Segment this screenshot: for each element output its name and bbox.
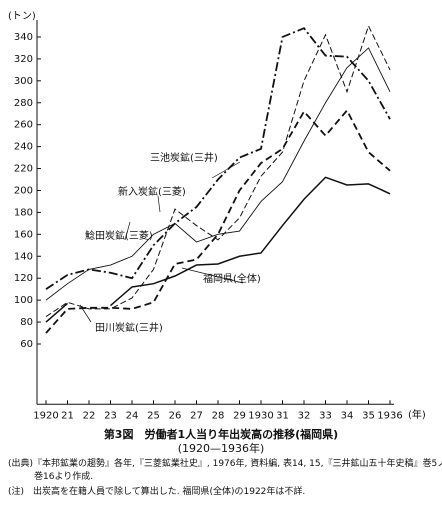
y-tick-label: 100 [14, 295, 33, 306]
label-pointer [211, 161, 241, 179]
series-line [45, 24, 391, 317]
series-line [45, 108, 391, 334]
y-tick-label: 240 [14, 142, 33, 153]
y-tick-label: 260 [14, 120, 33, 131]
y-tick-label: 160 [14, 229, 33, 240]
x-tick-label: 31 [276, 410, 289, 421]
series-line [45, 27, 391, 290]
note: (注) 出炭高を在籍人員で除して算出した. 福岡県(全体)の1922年は不詳. [8, 487, 306, 497]
y-tick-label: 280 [14, 98, 33, 109]
y-tick-label: 60 [20, 339, 33, 350]
chart-subtitle: (1920—1936年) [177, 442, 265, 455]
x-tick-label: 22 [83, 410, 96, 421]
y-tick-label: 80 [20, 317, 33, 328]
series-label: 田川炭鉱(三井) [95, 321, 163, 334]
x-tick-label: 25 [147, 410, 160, 421]
series-line [45, 176, 391, 323]
x-tick-label: 1930 [248, 410, 273, 421]
label-pointer [157, 195, 161, 213]
series-label: 鯰田炭鉱(三菱) [85, 229, 153, 242]
x-tick-label: 26 [169, 410, 182, 421]
y-tick-label: 220 [14, 164, 33, 175]
x-tick-label: 23 [104, 410, 117, 421]
series-label: 三池炭鉱(三井) [150, 151, 218, 164]
y-tick-label: 320 [14, 54, 33, 65]
x-tick-label: 33 [319, 410, 332, 421]
x-tick-label: 29 [233, 410, 246, 421]
y-tick-label: 340 [14, 32, 33, 43]
x-tick-label: 27 [190, 410, 203, 421]
label-pointer [181, 267, 244, 284]
y-axis-label: (トン) [8, 11, 36, 22]
y-tick-label: 300 [14, 76, 33, 87]
x-tick-label: 21 [61, 410, 74, 421]
label-pointer [79, 304, 92, 323]
x-tick-label: 34 [341, 410, 354, 421]
x-tick-label: 32 [298, 410, 311, 421]
chart: (トン) (年) 60 80 100 120 140 160 180 200 220 240 260… [8, 11, 426, 421]
series-label: 福岡県(全体) [203, 272, 261, 285]
label-pointer [124, 221, 131, 241]
x-tick-label: 28 [212, 410, 225, 421]
series-label: 新入炭鉱(三菱) [118, 185, 186, 198]
x-tick-label: 35 [362, 410, 375, 421]
y-tick-label: 120 [14, 273, 33, 284]
x-axis-label: (年) [408, 408, 426, 421]
chart-title: 第3図 労働者1人当り年出炭高の推移(福岡県) [103, 428, 339, 441]
x-tick-label: 24 [126, 410, 139, 421]
y-tick-label: 200 [14, 185, 33, 196]
y-tick-label: 180 [14, 207, 33, 218]
x-tick-label: 1920 [33, 410, 58, 421]
x-tick-label: 1936 [377, 410, 402, 421]
series-line [45, 47, 391, 301]
y-tick-label: 140 [14, 251, 33, 262]
note: (出典)『本邦鉱業の趨勢』各年,『三菱鉱業社史』, 1976年, 資料編, 表1… [8, 459, 442, 482]
